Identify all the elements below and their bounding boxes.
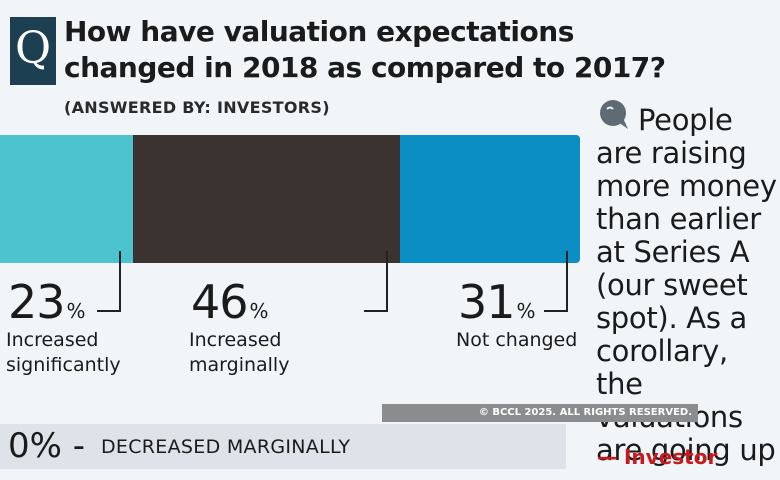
bar-segment-3	[400, 135, 580, 263]
leader-line-foot-1	[97, 310, 121, 312]
percent-sign: %	[249, 299, 269, 323]
decreased-dash: -	[72, 426, 86, 466]
decreased-label: DECREASED MARGINALLY	[101, 436, 351, 458]
chart-title: How have valuation expectations changed …	[64, 15, 666, 84]
investor-quote: People are raising more money than earli…	[596, 103, 777, 467]
category-label-1: Increased significantly	[6, 329, 121, 376]
leader-line-3	[566, 251, 568, 312]
bar-segment-1	[0, 135, 133, 263]
percent-sign: %	[516, 299, 536, 323]
q-letter: Q	[14, 23, 52, 74]
decreased-value: 0% -	[8, 424, 85, 468]
percent-sign: %	[66, 299, 86, 323]
category-label-2: Increased marginally	[189, 329, 290, 376]
leader-line-2	[386, 251, 388, 312]
value-number: 46	[191, 275, 249, 329]
quote-bubble-icon	[600, 100, 628, 129]
value-label-3: 31%	[458, 276, 536, 337]
value-number: 31	[458, 275, 516, 329]
value-label-2: 46%	[191, 276, 269, 337]
decreased-percent: 0%	[8, 426, 62, 466]
leader-line-foot-3	[544, 310, 568, 312]
bar-segment-2	[133, 135, 400, 263]
leader-line-foot-2	[364, 310, 388, 312]
q-badge: Q	[10, 17, 56, 85]
value-number: 23	[8, 275, 66, 329]
leader-line-1	[119, 251, 121, 312]
chart-subtitle: (ANSWERED BY: INVESTORS)	[64, 98, 330, 117]
value-label-1: 23%	[8, 276, 86, 337]
quote-attribution: — Investor	[597, 445, 718, 469]
category-label-3: Not changed	[456, 329, 578, 351]
decreased-marginally-box	[0, 424, 566, 469]
copyright-watermark: © BCCL 2025. ALL RIGHTS RESERVED.	[382, 404, 698, 422]
